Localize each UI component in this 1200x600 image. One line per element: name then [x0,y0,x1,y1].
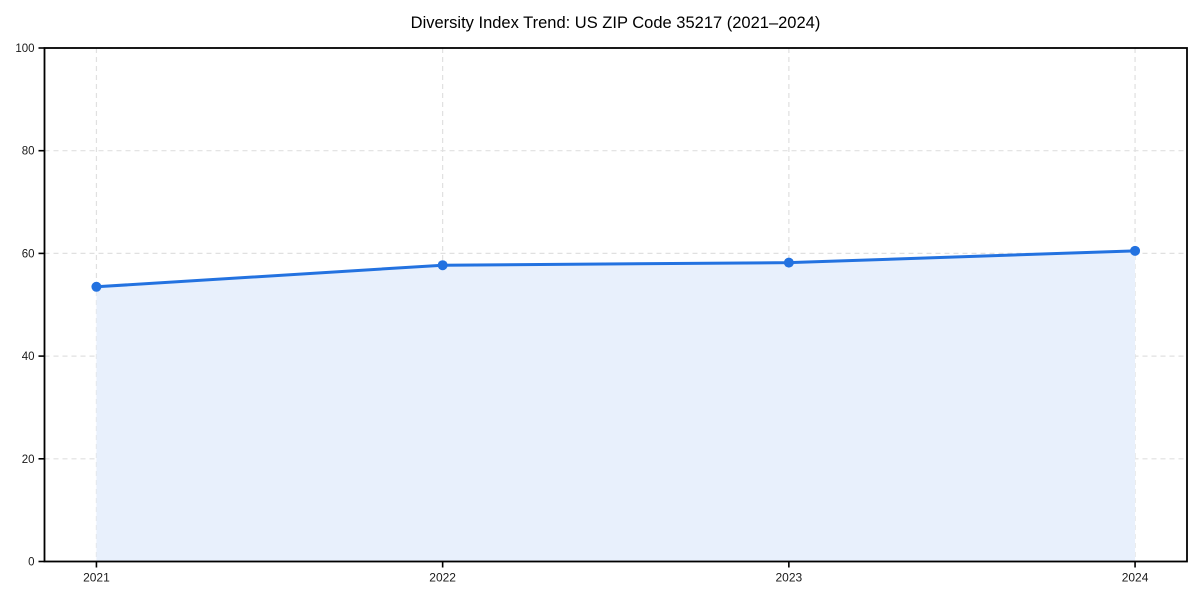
data-point-2024 [1130,245,1141,256]
x-tick-label-2023: 2023 [776,571,803,585]
y-tick-label-60: 60 [22,248,35,260]
data-point-2021 [91,281,102,292]
y-tick-label-0: 0 [28,557,34,569]
x-tick-label-2024: 2024 [1122,571,1149,585]
data-point-2023 [783,257,794,268]
plot-border [43,47,1188,563]
area-fill [96,250,1136,562]
y-tick-label-40: 40 [22,351,35,363]
chart-title: Diversity Index Trend: US ZIP Code 35217… [410,14,821,32]
trend-line [94,249,1137,289]
x-tick-label-2021: 2021 [83,571,110,585]
y-tick-label-80: 80 [22,146,35,158]
x-tick-label-2022: 2022 [429,571,456,585]
y-tick-label-20: 20 [22,454,35,466]
data-point-2022 [437,260,448,271]
y-tick-label-100: 100 [15,43,34,55]
